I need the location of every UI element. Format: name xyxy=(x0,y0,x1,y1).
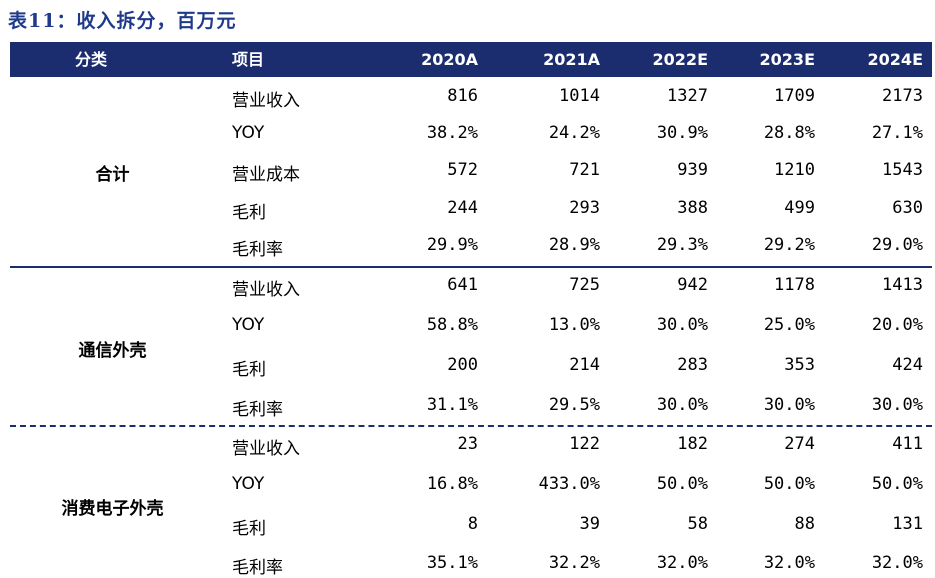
cell-value: 39 xyxy=(579,514,600,534)
cell-value: 641 xyxy=(447,275,478,295)
cell-value: 38.2% xyxy=(426,123,478,143)
cell-value: 24.2% xyxy=(548,123,600,143)
cell-value: 50.0% xyxy=(656,474,708,494)
cell-value: 8 xyxy=(467,514,478,534)
cell-value: 388 xyxy=(677,198,708,218)
cell-value: 2173 xyxy=(882,86,923,106)
row-item: YOY xyxy=(232,123,265,143)
cell-value: 29.9% xyxy=(426,235,478,255)
cell-value: 30.0% xyxy=(656,315,708,335)
cell-value: 939 xyxy=(677,160,708,180)
header-year-2020: 2020A xyxy=(421,50,478,69)
cell-value: 1327 xyxy=(667,86,708,106)
row-item: 营业收入 xyxy=(232,439,300,459)
cell-value: 29.3% xyxy=(656,235,708,255)
row-item: 毛利 xyxy=(232,203,266,223)
group-name: 合计 xyxy=(95,165,130,185)
table-title: 表11：收入拆分，百万元 xyxy=(8,10,237,32)
cell-value: 1709 xyxy=(774,86,815,106)
table-header: 分类 项目 2020A 2021A 2022E 2023E 2024E xyxy=(10,42,932,77)
row-item: YOY xyxy=(232,474,265,494)
group-name: 通信外壳 xyxy=(78,341,147,361)
cell-value: 88 xyxy=(794,514,815,534)
cell-value: 28.8% xyxy=(763,123,815,143)
cell-value: 30.0% xyxy=(656,395,708,415)
cell-value: 131 xyxy=(892,514,923,534)
cell-value: 50.0% xyxy=(871,474,923,494)
row-item: 营业收入 xyxy=(232,280,300,300)
cell-value: 1210 xyxy=(774,160,815,180)
cell-value: 20.0% xyxy=(871,315,923,335)
row-item: 毛利率 xyxy=(232,400,283,420)
cell-value: 29.2% xyxy=(763,235,815,255)
header-category: 分类 xyxy=(75,50,108,69)
group-divider-dashed xyxy=(10,425,932,427)
cell-value: 433.0% xyxy=(538,474,600,494)
cell-value: 942 xyxy=(677,275,708,295)
cell-value: 23 xyxy=(457,434,478,454)
cell-value: 32.0% xyxy=(656,553,708,573)
cell-value: 32.0% xyxy=(871,553,923,573)
cell-value: 30.0% xyxy=(763,395,815,415)
cell-value: 58.8% xyxy=(426,315,478,335)
group-total: 合计 营业收入 816 1014 1327 1709 2173 YOY 38.2… xyxy=(10,80,932,266)
cell-value: 32.2% xyxy=(548,553,600,573)
cell-value: 31.1% xyxy=(426,395,478,415)
cell-value: 1413 xyxy=(882,275,923,295)
cell-value: 182 xyxy=(677,434,708,454)
row-item: YOY xyxy=(232,315,265,335)
cell-value: 122 xyxy=(569,434,600,454)
cell-value: 35.1% xyxy=(426,553,478,573)
cell-value: 1543 xyxy=(882,160,923,180)
row-item: 毛利率 xyxy=(232,240,283,260)
header-year-2024: 2024E xyxy=(867,50,923,69)
cell-value: 411 xyxy=(892,434,923,454)
cell-value: 353 xyxy=(784,355,815,375)
cell-value: 25.0% xyxy=(763,315,815,335)
header-item: 项目 xyxy=(232,50,265,69)
row-item: 营业收入 xyxy=(232,91,300,111)
group-name: 消费电子外壳 xyxy=(61,499,164,519)
cell-value: 32.0% xyxy=(763,553,815,573)
cell-value: 29.0% xyxy=(871,235,923,255)
cell-value: 200 xyxy=(447,355,478,375)
cell-value: 30.9% xyxy=(656,123,708,143)
cell-value: 424 xyxy=(892,355,923,375)
group-communication: 通信外壳 营业收入 641 725 942 1178 1413 YOY 58.8… xyxy=(10,268,932,423)
row-item: 毛利 xyxy=(232,360,266,380)
cell-value: 30.0% xyxy=(871,395,923,415)
cell-value: 816 xyxy=(447,86,478,106)
row-item: 毛利率 xyxy=(232,558,283,578)
cell-value: 572 xyxy=(447,160,478,180)
cell-value: 244 xyxy=(447,198,478,218)
header-year-2022: 2022E xyxy=(652,50,708,69)
row-item: 毛利 xyxy=(232,519,266,539)
group-divider xyxy=(10,266,932,268)
cell-value: 630 xyxy=(892,198,923,218)
cell-value: 725 xyxy=(569,275,600,295)
group-consumer-electronics: 消费电子外壳 营业收入 23 122 182 274 411 YOY 16.8%… xyxy=(10,427,932,578)
cell-value: 50.0% xyxy=(763,474,815,494)
cell-value: 293 xyxy=(569,198,600,218)
cell-value: 27.1% xyxy=(871,123,923,143)
cell-value: 283 xyxy=(677,355,708,375)
row-item: 营业成本 xyxy=(232,165,300,185)
cell-value: 13.0% xyxy=(548,315,600,335)
cell-value: 1178 xyxy=(774,275,815,295)
cell-value: 1014 xyxy=(559,86,600,106)
cell-value: 499 xyxy=(784,198,815,218)
cell-value: 58 xyxy=(687,514,708,534)
cell-value: 29.5% xyxy=(548,395,600,415)
header-year-2021: 2021A xyxy=(543,50,600,69)
cell-value: 214 xyxy=(569,355,600,375)
header-year-2023: 2023E xyxy=(759,50,815,69)
cell-value: 721 xyxy=(569,160,600,180)
cell-value: 274 xyxy=(784,434,815,454)
cell-value: 28.9% xyxy=(548,235,600,255)
cell-value: 16.8% xyxy=(426,474,478,494)
